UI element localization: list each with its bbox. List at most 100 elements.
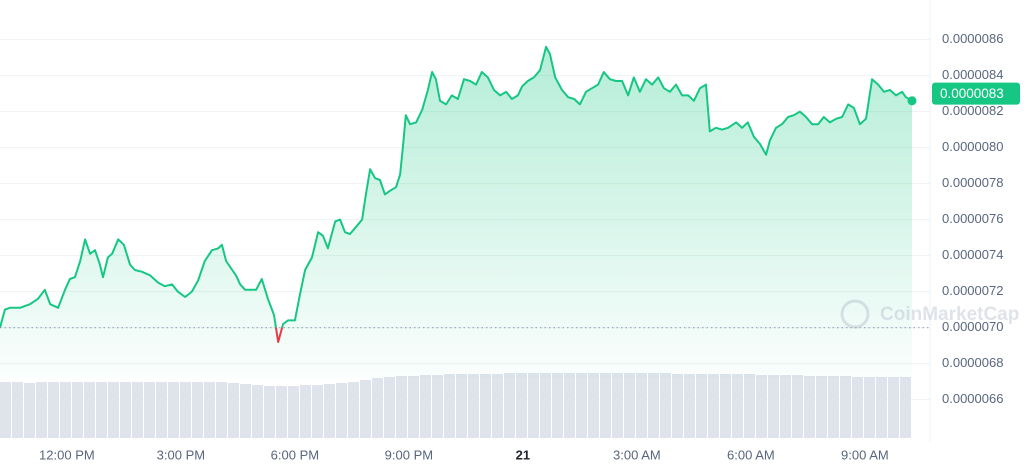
volume-bar bbox=[672, 374, 683, 438]
price-line bbox=[0, 45, 913, 328]
y-tick-label: 0.0000080 bbox=[942, 139, 1003, 154]
volume-bar bbox=[648, 373, 659, 438]
volume-bar bbox=[168, 382, 179, 438]
y-tick-label: 0.0000086 bbox=[942, 31, 1003, 46]
y-tick-label: 0.0000078 bbox=[942, 175, 1003, 190]
volume-bar bbox=[60, 382, 71, 438]
price-area bbox=[0, 46, 912, 379]
volume-bar bbox=[264, 386, 275, 438]
volume-bar bbox=[276, 386, 287, 438]
x-tick-label: 9:00 AM bbox=[841, 447, 889, 462]
volume-bar bbox=[600, 373, 611, 438]
y-tick-label: 0.0000082 bbox=[942, 103, 1003, 118]
volume-bar bbox=[24, 383, 35, 438]
volume-bar bbox=[252, 385, 263, 438]
volume-bar bbox=[768, 375, 779, 438]
volume-bar bbox=[684, 374, 695, 438]
volume-bar bbox=[420, 375, 431, 438]
volume-bar bbox=[324, 384, 335, 438]
volume-bar bbox=[828, 376, 839, 438]
x-tick-label: 3:00 PM bbox=[157, 447, 205, 462]
volume-bar bbox=[240, 384, 251, 438]
volume-bar bbox=[660, 373, 671, 438]
volume-bar bbox=[456, 374, 467, 438]
volume-bar bbox=[336, 383, 347, 438]
y-tick-label: 0.0000084 bbox=[942, 67, 1003, 82]
volume-bar bbox=[588, 373, 599, 438]
x-tick-label: 21 bbox=[516, 447, 530, 462]
volume-bar bbox=[636, 373, 647, 438]
volume-bar bbox=[48, 382, 59, 438]
volume-bar bbox=[396, 376, 407, 438]
volume-bar bbox=[696, 374, 707, 438]
x-tick-label: 3:00 AM bbox=[613, 447, 661, 462]
volume-bar bbox=[72, 382, 83, 438]
volume-bar bbox=[612, 373, 623, 438]
volume-bar bbox=[180, 382, 191, 438]
volume-bar bbox=[744, 374, 755, 438]
volume-bar bbox=[108, 382, 119, 438]
volume-bar bbox=[552, 373, 563, 438]
volume-bar bbox=[384, 377, 395, 438]
y-tick-label: 0.0000074 bbox=[942, 247, 1003, 262]
volume-bar bbox=[540, 373, 551, 438]
volume-bar bbox=[708, 374, 719, 438]
volume-bar bbox=[780, 375, 791, 438]
price-tag bbox=[932, 82, 1020, 105]
volume-bar bbox=[216, 382, 227, 438]
volume-bar bbox=[624, 373, 635, 438]
x-tick-label: 6:00 PM bbox=[271, 447, 319, 462]
last-point bbox=[907, 96, 917, 106]
volume-bar bbox=[888, 377, 899, 438]
volume-bar bbox=[408, 376, 419, 438]
y-tick-label: 0.0000066 bbox=[942, 391, 1003, 406]
volume-bar bbox=[564, 373, 575, 438]
volume-bar bbox=[432, 375, 443, 438]
volume-bar bbox=[288, 386, 299, 438]
volume-bar bbox=[204, 382, 215, 438]
volume-bar bbox=[360, 380, 371, 438]
volume-bar bbox=[816, 376, 827, 438]
volume-bar bbox=[756, 375, 767, 438]
volume-bar bbox=[576, 373, 587, 438]
volume-bar bbox=[804, 376, 815, 438]
volume-bar bbox=[12, 382, 23, 438]
volume-bar bbox=[312, 385, 323, 438]
y-tick-label: 0.0000076 bbox=[942, 211, 1003, 226]
volume-bar bbox=[792, 375, 803, 438]
volume-bar bbox=[156, 382, 167, 438]
watermark-text: CoinMarketCap bbox=[880, 304, 1019, 325]
price-tag-label: 0.0000083 bbox=[940, 86, 1004, 101]
volume-bar bbox=[96, 382, 107, 438]
x-tick-label: 6:00 AM bbox=[727, 447, 775, 462]
volume-bar bbox=[132, 382, 143, 438]
volume-bar bbox=[516, 373, 527, 438]
volume-bar bbox=[84, 382, 95, 438]
y-tick-label: 0.0000072 bbox=[942, 283, 1003, 298]
volume-bar bbox=[144, 382, 155, 438]
volume-bar bbox=[36, 382, 47, 438]
volume-bar bbox=[0, 382, 11, 438]
volume-bar bbox=[468, 374, 479, 438]
volume-bar bbox=[228, 383, 239, 438]
volume-bar bbox=[732, 374, 743, 438]
volume-bar bbox=[192, 382, 203, 438]
volume-bar bbox=[480, 374, 491, 438]
volume-bar bbox=[876, 377, 887, 438]
volume-bar bbox=[720, 374, 731, 438]
volume-bar bbox=[840, 376, 851, 438]
volume-bar bbox=[348, 382, 359, 438]
x-tick-label: 9:00 PM bbox=[385, 447, 433, 462]
volume-bar bbox=[372, 378, 383, 438]
volume-bar bbox=[492, 374, 503, 438]
y-tick-label: 0.0000070 bbox=[942, 319, 1003, 334]
volume-bar bbox=[504, 373, 515, 438]
watermark: CoinMarketCap bbox=[840, 299, 1019, 329]
volume-bar bbox=[528, 373, 539, 438]
volume-bar bbox=[300, 385, 311, 438]
volume-bar bbox=[444, 374, 455, 438]
volume-bar bbox=[864, 377, 875, 438]
volume-bar bbox=[900, 377, 911, 438]
y-tick-label: 0.0000068 bbox=[942, 355, 1003, 370]
